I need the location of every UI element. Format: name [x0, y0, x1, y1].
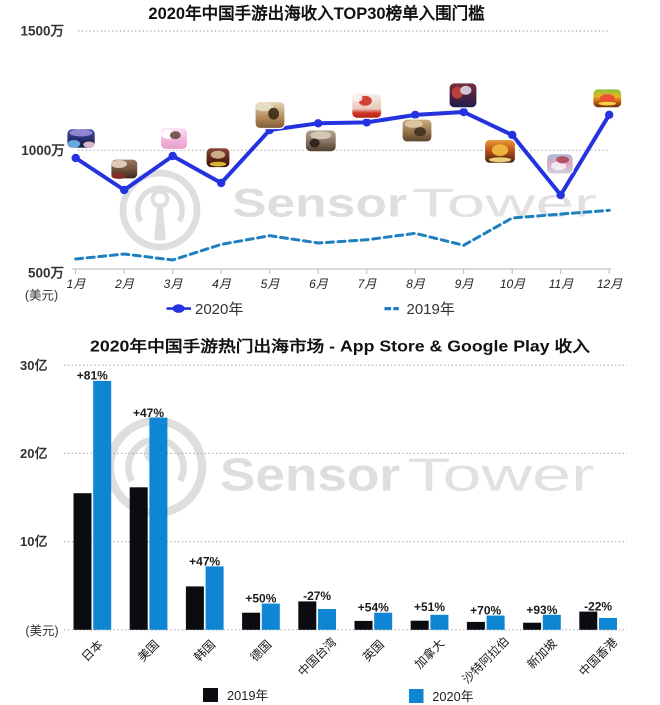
- svg-text:1500万: 1500万: [20, 24, 64, 39]
- svg-text:500万: 500万: [28, 266, 64, 281]
- svg-text:-27%: -27%: [303, 589, 331, 603]
- svg-text:9月: 9月: [455, 277, 475, 291]
- svg-text:2019年: 2019年: [407, 301, 455, 318]
- svg-text:2019年: 2019年: [227, 688, 268, 703]
- svg-text:Sensor: Sensor: [232, 182, 407, 226]
- svg-text:+47%: +47%: [133, 406, 164, 420]
- svg-text:+81%: +81%: [77, 369, 108, 383]
- svg-text:+47%: +47%: [189, 555, 220, 569]
- svg-text:4月: 4月: [212, 277, 232, 291]
- svg-text:2020年: 2020年: [432, 689, 473, 704]
- svg-text:2020年中国手游出海收入TOP30榜单入围门槛: 2020年中国手游出海收入TOP30榜单入围门槛: [148, 3, 485, 23]
- svg-text:+54%: +54%: [358, 601, 389, 615]
- svg-text:(美元): (美元): [25, 624, 58, 638]
- svg-text:Sensor: Sensor: [220, 449, 400, 501]
- svg-text:(美元): (美元): [25, 289, 58, 303]
- svg-text:10亿: 10亿: [20, 534, 47, 549]
- svg-text:1000万: 1000万: [21, 143, 65, 158]
- svg-text:+70%: +70%: [470, 604, 501, 618]
- svg-text:Tower: Tower: [412, 182, 597, 226]
- svg-text:+50%: +50%: [245, 592, 276, 606]
- svg-text:1月: 1月: [67, 277, 87, 291]
- svg-text:10月: 10月: [500, 277, 526, 291]
- svg-text:2月: 2月: [114, 277, 135, 291]
- svg-text:5月: 5月: [261, 277, 281, 291]
- svg-text:30亿: 30亿: [20, 358, 47, 373]
- svg-text:7月: 7月: [358, 277, 378, 291]
- svg-text:8月: 8月: [406, 277, 426, 291]
- svg-text:Tower: Tower: [408, 449, 595, 501]
- svg-text:+51%: +51%: [414, 600, 445, 614]
- svg-text:2020年: 2020年: [195, 301, 243, 318]
- svg-text:20亿: 20亿: [20, 446, 47, 461]
- svg-text:-22%: -22%: [584, 600, 612, 614]
- svg-text:3月: 3月: [164, 277, 184, 291]
- svg-text:6月: 6月: [309, 277, 329, 291]
- svg-text:12月: 12月: [597, 277, 623, 291]
- svg-text:2020年中国手游热门出海市场 - App Store &: 2020年中国手游热门出海市场 - App Store & Google Pla…: [90, 337, 591, 356]
- svg-text:+93%: +93%: [526, 603, 557, 617]
- svg-text:11月: 11月: [549, 277, 574, 291]
